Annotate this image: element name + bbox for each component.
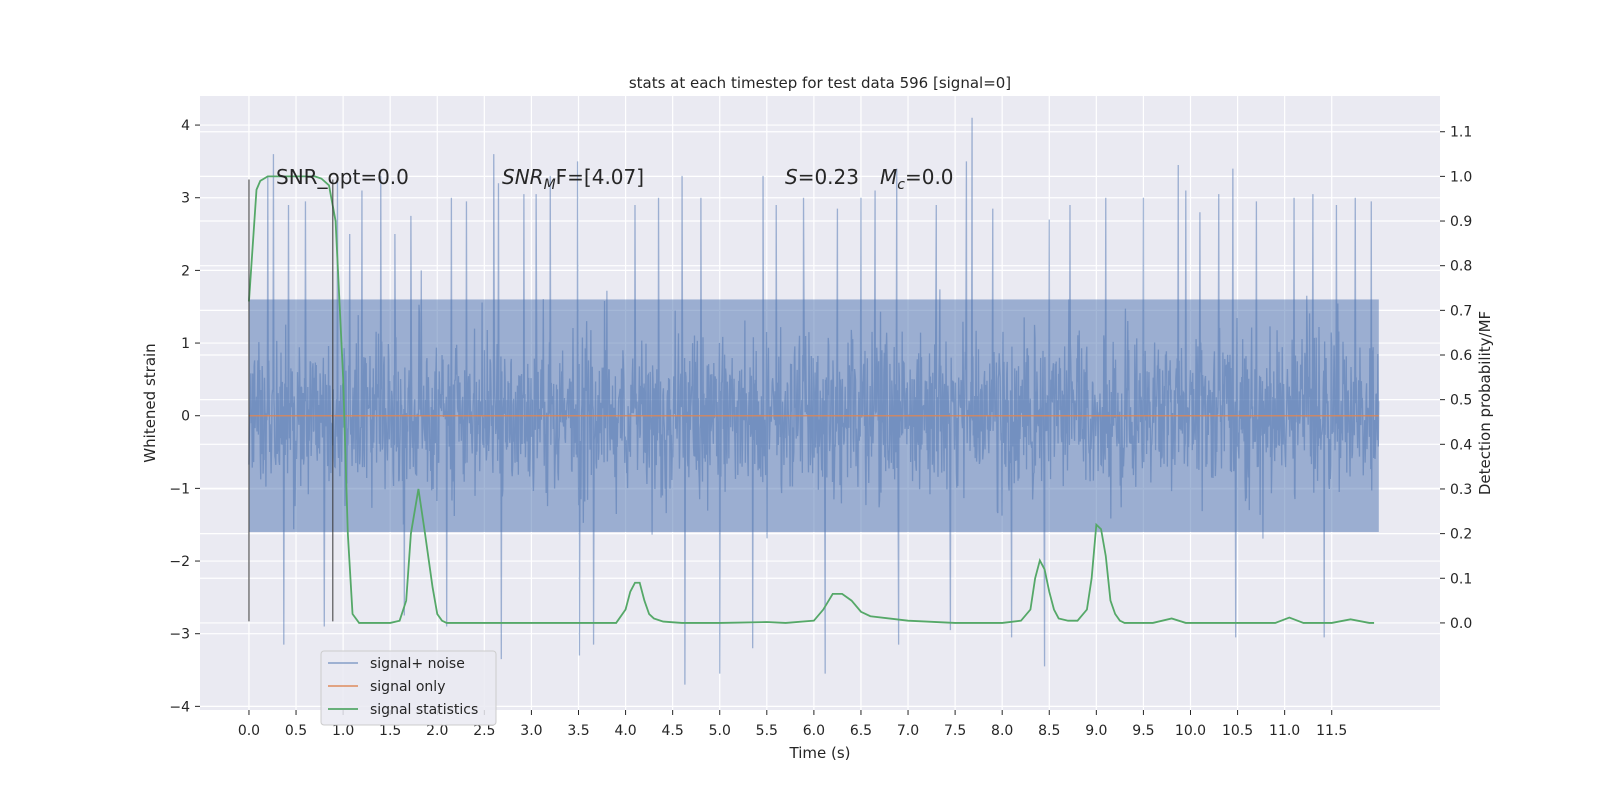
y2-tick-label: 0.7 xyxy=(1450,303,1472,319)
y2-tick-label: 0.8 xyxy=(1450,259,1472,275)
series-layer xyxy=(248,117,1380,685)
x-tick-label: 0.0 xyxy=(238,723,260,739)
x-tick-label: 1.5 xyxy=(379,723,401,739)
x-tick-label: 3.0 xyxy=(520,723,542,739)
y-tick-label: 3 xyxy=(181,191,190,207)
annotation-snr-mf: SNRMF=[4.07] xyxy=(502,165,644,193)
x-tick-label: 11.5 xyxy=(1316,723,1347,739)
annotation-s-var: S xyxy=(785,165,798,189)
x-tick-label: 4.0 xyxy=(614,723,636,739)
y2-tick-label: 0.2 xyxy=(1450,527,1472,543)
y2-tick-label: 0.4 xyxy=(1450,437,1472,453)
annotation-snr-mf-sub: M xyxy=(544,177,556,193)
x-tick-label: 4.5 xyxy=(662,723,684,739)
y-tick-label: −3 xyxy=(169,627,190,643)
legend-label-signal-statistics: signal statistics xyxy=(370,702,478,718)
x-tick-label: 6.0 xyxy=(803,723,825,739)
y2-tick-label: 0.1 xyxy=(1450,571,1472,587)
annotation-mc-var: M xyxy=(880,165,897,189)
y2-tick-label: 0.0 xyxy=(1450,616,1472,632)
x-tick-label: 5.0 xyxy=(709,723,731,739)
y-tick-label: −2 xyxy=(169,554,190,570)
x-tick-label: 9.5 xyxy=(1132,723,1154,739)
legend-box xyxy=(320,650,497,726)
legend-label-signal-only: signal only xyxy=(370,679,445,695)
x-tick-label: 10.0 xyxy=(1175,723,1206,739)
x-tick-label: 11.0 xyxy=(1269,723,1300,739)
x-tick-label: 7.0 xyxy=(897,723,919,739)
x-tick-label: 5.5 xyxy=(756,723,778,739)
annotation-mc-rest: =0.0 xyxy=(905,165,954,189)
legend: signal+ noise signal only signal statist… xyxy=(320,650,497,726)
annotation-snr-mf-rest: F=[4.07] xyxy=(556,165,644,189)
y2-tick-label: 0.9 xyxy=(1450,214,1472,230)
annotation-mc: Mc=0.0 xyxy=(880,165,954,193)
x-tick-label: 7.5 xyxy=(944,723,966,739)
annotation-snr-opt: SNR_opt=0.0 xyxy=(276,165,409,189)
y-tick-label: 4 xyxy=(181,118,190,134)
x-tick-label: 6.5 xyxy=(850,723,872,739)
series-signal-statistics-line xyxy=(248,175,1375,624)
y-tick-label: 1 xyxy=(181,336,190,352)
y2-tick-label: 0.3 xyxy=(1450,482,1472,498)
x-tick-label: 2.0 xyxy=(426,723,448,739)
annotation-s: S=0.23 xyxy=(785,165,859,189)
legend-label-signal-noise: signal+ noise xyxy=(370,656,465,672)
x-tick-label: 0.5 xyxy=(285,723,307,739)
y2-tick-label: 1.1 xyxy=(1450,125,1472,141)
y-tick-label: 0 xyxy=(181,409,190,425)
annotation-snr-mf-main: SNR xyxy=(502,165,544,189)
y2-tick-label: 0.5 xyxy=(1450,393,1472,409)
y-axis-right: 0.0 0.1 0.2 0.3 0.4 0.5 0.6 0.7 0.8 0.9 1.0 1.1 xyxy=(1440,125,1472,632)
x-tick-label: 8.0 xyxy=(991,723,1013,739)
x-axis: 0.0 0.5 1.0 1.5 2.0 2.5 3.0 3.5 4.0 4.5 5.0 5.5 6.0 6… xyxy=(238,710,1347,739)
x-tick-label: 3.5 xyxy=(567,723,589,739)
x-tick-label: 9.0 xyxy=(1085,723,1107,739)
y2-axis-label: Detection probability/MF xyxy=(1476,311,1494,495)
y-axis-label: Whitened strain xyxy=(141,343,159,462)
y2-tick-label: 0.6 xyxy=(1450,348,1472,364)
y2-tick-label: 1.0 xyxy=(1450,169,1472,185)
y-tick-label: 2 xyxy=(181,263,190,279)
annotation-mc-sub: c xyxy=(897,177,905,193)
x-tick-label: 2.5 xyxy=(473,723,495,739)
y-axis-left: −4 −3 −2 −1 0 1 2 3 4 xyxy=(169,118,200,715)
x-tick-label: 1.0 xyxy=(332,723,354,739)
y-tick-label: −4 xyxy=(169,699,190,715)
x-tick-label: 10.5 xyxy=(1222,723,1253,739)
window-markers xyxy=(248,179,334,622)
annotation-s-rest: =0.23 xyxy=(798,165,859,189)
x-tick-label: 8.5 xyxy=(1038,723,1060,739)
x-axis-label: Time (s) xyxy=(789,744,851,762)
chart-title: stats at each timestep for test data 596… xyxy=(629,74,1011,92)
y-tick-label: −1 xyxy=(169,481,190,497)
